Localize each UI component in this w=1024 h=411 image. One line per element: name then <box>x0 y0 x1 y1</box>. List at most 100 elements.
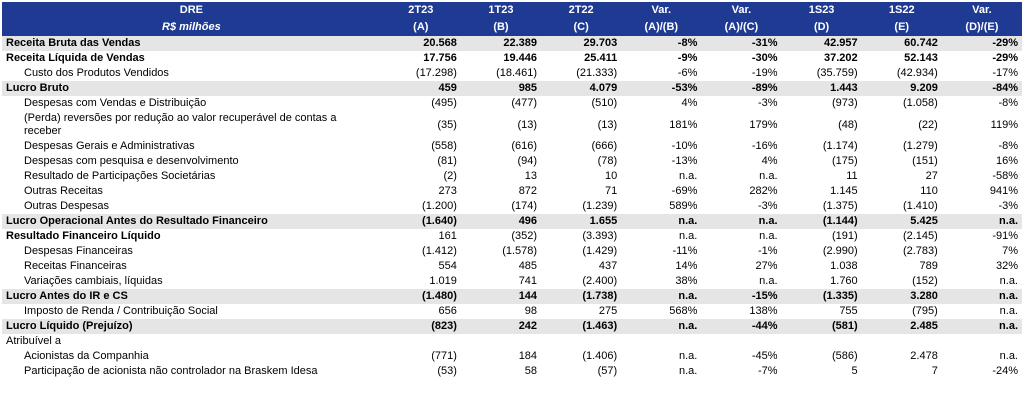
header-col-1s22: 1S22 <box>861 2 942 19</box>
cell-value: 52.143 <box>904 52 938 64</box>
table-row: Variações cambiais, líquidas 1.019 741 (… <box>2 274 1022 289</box>
cell-value: n.a. <box>759 230 778 242</box>
table-row: Outras Receitas 273 872 71 -69% 282% 1.1… <box>2 184 1022 199</box>
cell-value: 1.760 <box>830 275 858 287</box>
header-key-b: (B) <box>460 19 542 36</box>
cell-value: 60.742 <box>861 36 942 51</box>
cell-value: -84% <box>941 81 1022 96</box>
cell-value: (78) <box>597 155 618 167</box>
cell-value: 22.389 <box>460 36 542 51</box>
cell-value: -1% <box>757 245 778 257</box>
cell-value: 273 <box>438 185 457 197</box>
header-col-var-de: Var. <box>941 2 1022 19</box>
cell-value: n.a. <box>759 170 778 182</box>
cell-value: (13) <box>517 118 538 131</box>
cell-value: 4.079 <box>541 81 622 96</box>
cell-value: -19% <box>751 67 778 79</box>
cell-value <box>541 334 621 349</box>
cell-value: 25.411 <box>584 52 618 64</box>
cell-value: (1.480) <box>380 289 461 304</box>
cell-value: -91% <box>992 230 1018 242</box>
header-unit: R$ milhões <box>2 19 381 36</box>
cell-value: n.a. <box>941 214 1022 229</box>
cell-value: (1.410) <box>902 200 938 212</box>
cell-value: (558) <box>431 140 457 152</box>
header-key-e: (E) <box>861 19 942 36</box>
cell-value: 110 <box>920 185 938 197</box>
cell-value: n.a. <box>759 275 778 287</box>
cell-value: 5 <box>851 365 858 377</box>
cell-value: n.a. <box>679 365 698 377</box>
cell-value: (22) <box>918 118 938 131</box>
cell-value: 37.202 <box>824 52 858 64</box>
cell-value: (35) <box>437 118 457 131</box>
cell-value: -44% <box>701 319 782 334</box>
row-label: Despesas com pesquisa e desenvolvimento <box>24 155 239 167</box>
cell-value: 242 <box>460 319 542 334</box>
cell-value: n.a. <box>941 319 1022 334</box>
row-label: Outras Despesas <box>24 200 109 212</box>
cell-value: 1.019 <box>429 275 457 287</box>
cell-value: (2.783) <box>902 245 938 257</box>
cell-value: 14% <box>675 260 698 272</box>
table-row: Receita Líquida de Vendas 17.756 19.446 … <box>2 51 1022 66</box>
table-row: Atribuível a <box>2 334 1022 349</box>
header-col-var-ac: Var. <box>701 2 782 19</box>
cell-value: 13 <box>524 170 538 182</box>
table-row: Despesas com Vendas e Distribuição (495)… <box>2 96 1022 111</box>
cell-value: 20.568 <box>380 36 461 51</box>
row-label: Acionistas da Companhia <box>24 350 149 362</box>
cell-value: (771) <box>431 350 457 362</box>
cell-value: (616) <box>511 140 538 152</box>
cell-value: 98 <box>524 305 538 317</box>
cell-value: 1.038 <box>830 260 858 272</box>
cell-value: (13) <box>597 118 618 131</box>
cell-value <box>942 334 1022 349</box>
cell-value: (477) <box>511 97 538 109</box>
cell-value: -58% <box>992 170 1018 182</box>
row-label: Resultado de Participações Societárias <box>24 170 216 182</box>
cell-value: 4% <box>761 155 778 167</box>
cell-value: n.a. <box>701 214 782 229</box>
cell-value: 7 <box>931 365 938 377</box>
header-col-2t22: 2T22 <box>541 2 622 19</box>
cell-value: 282% <box>749 185 778 197</box>
cell-value: 459 <box>380 81 461 96</box>
cell-value: 1.655 <box>541 214 622 229</box>
cell-value: -8% <box>998 140 1018 152</box>
cell-value: 755 <box>839 305 858 317</box>
cell-value: n.a. <box>621 289 702 304</box>
row-label: Receita Bruta das Vendas <box>2 36 381 51</box>
table-row: Imposto de Renda / Contribuição Social 6… <box>2 304 1022 319</box>
cell-value: 985 <box>460 81 542 96</box>
cell-value: 119% <box>990 118 1018 131</box>
row-label: Outras Receitas <box>24 185 103 197</box>
cell-value: -11% <box>672 245 698 257</box>
cell-value: (495) <box>431 97 457 109</box>
cell-value: 496 <box>460 214 542 229</box>
header-row-periods: DRE 2T23 1T23 2T22 Var. Var. 1S23 1S22 V… <box>2 2 1022 19</box>
cell-value: 32% <box>995 260 1018 272</box>
cell-value: 17.756 <box>423 52 457 64</box>
table-row: Outras Despesas (1.200) (174) (1.239) 58… <box>2 199 1022 214</box>
header-col-var-ab: Var. <box>621 2 702 19</box>
table-row: Receitas Financeiras 554 485 437 14% 27%… <box>2 259 1022 274</box>
cell-value: (1.578) <box>502 245 538 257</box>
header-row-keys: R$ milhões (A) (B) (C) (A)/(B) (A)/(C) (… <box>2 19 1022 36</box>
cell-value: 872 <box>518 185 538 197</box>
cell-value: 144 <box>460 289 542 304</box>
cell-value: (18.461) <box>496 67 538 79</box>
cell-value: 19.446 <box>503 52 538 64</box>
cell-value: (795) <box>912 305 938 317</box>
header-title: DRE <box>2 2 381 19</box>
row-label: Atribuível a <box>6 335 62 347</box>
cell-value: 4% <box>681 97 698 109</box>
header-key-ab: (A)/(B) <box>621 19 702 36</box>
cell-value: 9.209 <box>861 81 942 96</box>
cell-value: n.a. <box>941 289 1022 304</box>
cell-value: (973) <box>831 97 858 109</box>
cell-value: (1.279) <box>902 140 938 152</box>
cell-value: n.a. <box>999 275 1018 287</box>
row-label: Resultado Financeiro Líquido <box>6 230 161 242</box>
table-row: Resultado de Participações Societárias (… <box>2 169 1022 184</box>
